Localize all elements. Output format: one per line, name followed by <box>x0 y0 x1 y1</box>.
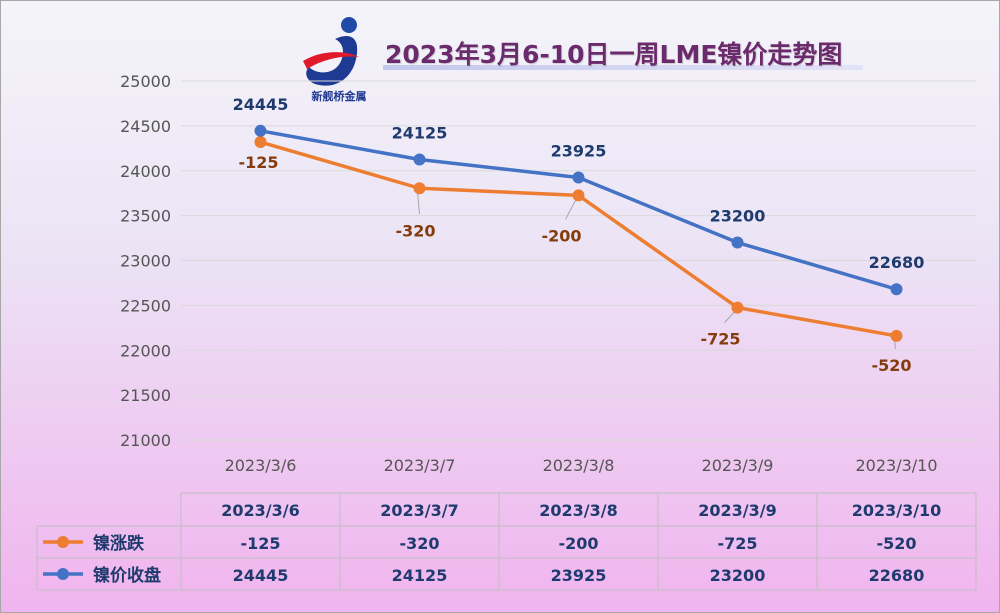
data-table-text: 2023/3/6 2023/3/7 2023/3/8 2023/3/9 2023/3/1… <box>43 501 941 586</box>
closing-data-label: 23200 <box>710 207 766 226</box>
x-tick-label: 2023/3/7 <box>384 456 456 475</box>
closing-point <box>413 153 426 166</box>
table-series-name: 镍涨跌 <box>93 533 145 554</box>
table-cell: -520 <box>876 534 916 553</box>
y-axis-ticks: 21000 21500 22000 22500 23000 23500 24000 24500… <box>120 72 171 450</box>
table-cell: 22680 <box>869 566 925 585</box>
x-tick-label: 2023/3/6 <box>225 456 297 475</box>
closing-data-label: 22680 <box>869 253 925 272</box>
y-tick-label: 24000 <box>120 162 171 181</box>
y-tick-label: 23000 <box>120 252 171 271</box>
company-logo-icon <box>303 17 359 86</box>
line-chart: 21000 21500 22000 22500 23000 23500 24000 24500… <box>120 72 976 475</box>
table-cell: 24445 <box>233 566 289 585</box>
table-cell: -725 <box>717 534 757 553</box>
legend-swatch-marker <box>57 536 69 548</box>
y-tick-label: 24500 <box>120 117 171 136</box>
table-series-name: 镍价收盘 <box>93 565 161 586</box>
y-tick-label: 22000 <box>120 341 171 360</box>
legend-swatch-marker <box>57 568 69 580</box>
table-header-cell: 2023/3/10 <box>852 501 942 520</box>
table-cell: -320 <box>399 534 439 553</box>
change-data-label: -520 <box>871 356 911 375</box>
x-tick-label: 2023/3/9 <box>702 456 774 475</box>
table-header-cell: 2023/3/8 <box>539 501 617 520</box>
change-point <box>254 136 267 149</box>
title-underline <box>383 65 863 70</box>
closing-data-label: 23925 <box>551 141 607 160</box>
closing-data-label: 24125 <box>392 124 448 143</box>
x-axis-ticks: 2023/3/6 2023/3/7 2023/3/8 2023/3/9 2023/3/1… <box>225 456 938 475</box>
closing-point <box>572 171 585 184</box>
change-data-label: -320 <box>395 221 435 240</box>
chart-title: 2023年3月6-10日一周LME镍价走势图 <box>385 40 843 69</box>
table-cell: 24125 <box>392 566 448 585</box>
data-labels: 24445 24125 23925 23200 22680 -125 -320 -200 -72… <box>233 95 925 375</box>
x-tick-label: 2023/3/10 <box>855 456 937 475</box>
change-point <box>572 189 585 202</box>
change-point <box>890 329 903 342</box>
change-point <box>731 301 744 314</box>
change-leader-line <box>724 310 736 323</box>
y-tick-label: 21000 <box>120 431 171 450</box>
y-tick-label: 21500 <box>120 386 171 405</box>
x-tick-label: 2023/3/8 <box>543 456 615 475</box>
data-points <box>254 124 903 342</box>
change-point <box>413 182 426 195</box>
closing-point <box>254 124 267 137</box>
closing-point <box>890 283 903 296</box>
data-table-grid <box>36 492 977 591</box>
change-data-label: -200 <box>541 226 581 245</box>
y-tick-label: 23500 <box>120 207 171 226</box>
change-data-label: -725 <box>700 330 740 349</box>
table-header-cell: 2023/3/6 <box>221 501 299 520</box>
table-cell: -125 <box>240 534 280 553</box>
table-header-cell: 2023/3/9 <box>698 501 776 520</box>
table-cell: 23925 <box>551 566 607 585</box>
y-tick-label: 22500 <box>120 296 171 315</box>
table-cell: 23200 <box>710 566 766 585</box>
gridlines <box>181 80 976 441</box>
change-leader-line <box>417 191 420 215</box>
table-cell: -200 <box>558 534 598 553</box>
closing-data-label: 24445 <box>233 95 289 114</box>
closing-point <box>731 236 744 249</box>
table-header-cell: 2023/3/7 <box>380 501 458 520</box>
change-data-label: -125 <box>238 153 278 172</box>
y-tick-label: 25000 <box>120 72 171 91</box>
change-leader-line <box>565 198 577 220</box>
logo-text: 新舰桥金属 <box>311 90 367 103</box>
